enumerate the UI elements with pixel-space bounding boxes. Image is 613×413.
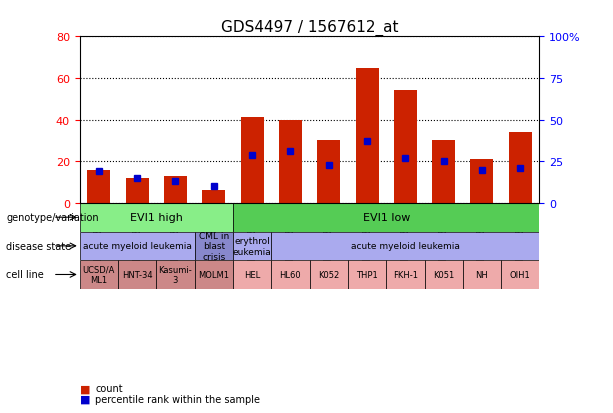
Text: Kasumi-
3: Kasumi- 3 [159,265,192,285]
Bar [271,261,310,289]
Text: HEL: HEL [244,271,261,279]
Bar [463,261,501,289]
Bar [126,178,149,203]
Text: ■: ■ [80,394,90,404]
Text: OIH1: OIH1 [510,271,531,279]
Bar [195,261,233,289]
Bar [80,261,118,289]
Text: THP1: THP1 [356,271,378,279]
Bar [80,203,233,232]
Bar [233,203,539,232]
Text: EVI1 low: EVI1 low [362,213,410,223]
Text: ■: ■ [80,383,90,393]
Text: UCSD/A
ML1: UCSD/A ML1 [83,265,115,285]
Bar [424,261,463,289]
Bar [164,176,187,203]
Bar [318,141,340,203]
Text: K052: K052 [318,271,340,279]
Bar [233,232,271,261]
Bar [202,191,226,203]
Text: count: count [95,383,123,393]
Text: MOLM1: MOLM1 [198,271,229,279]
Text: FKH-1: FKH-1 [393,271,418,279]
Bar [240,118,264,203]
Text: HL60: HL60 [280,271,301,279]
Title: GDS4497 / 1567612_at: GDS4497 / 1567612_at [221,20,398,36]
Text: acute myeloid leukemia: acute myeloid leukemia [83,242,192,251]
Text: erythrol
eukemia: erythrol eukemia [233,237,272,256]
Bar [80,232,195,261]
Text: cell line: cell line [6,270,44,280]
Bar [501,261,539,289]
Bar [386,261,424,289]
Bar [394,91,417,203]
Text: EVI1 high: EVI1 high [130,213,183,223]
Bar [279,120,302,203]
Text: genotype/variation: genotype/variation [6,213,99,223]
Bar [271,232,539,261]
Text: CML in
blast
crisis: CML in blast crisis [199,231,229,261]
Bar [471,160,493,203]
Bar [509,133,531,203]
Text: percentile rank within the sample: percentile rank within the sample [95,394,260,404]
Bar [118,261,156,289]
Bar [310,261,348,289]
Bar [156,261,195,289]
Bar [87,170,110,203]
Text: disease state: disease state [6,241,71,251]
Text: acute myeloid leukemia: acute myeloid leukemia [351,242,460,251]
Bar [195,232,233,261]
Bar [233,261,271,289]
Text: K051: K051 [433,271,454,279]
Bar [348,261,386,289]
Bar [356,68,379,203]
Text: HNT-34: HNT-34 [122,271,153,279]
Bar [432,141,455,203]
Text: NH: NH [476,271,489,279]
